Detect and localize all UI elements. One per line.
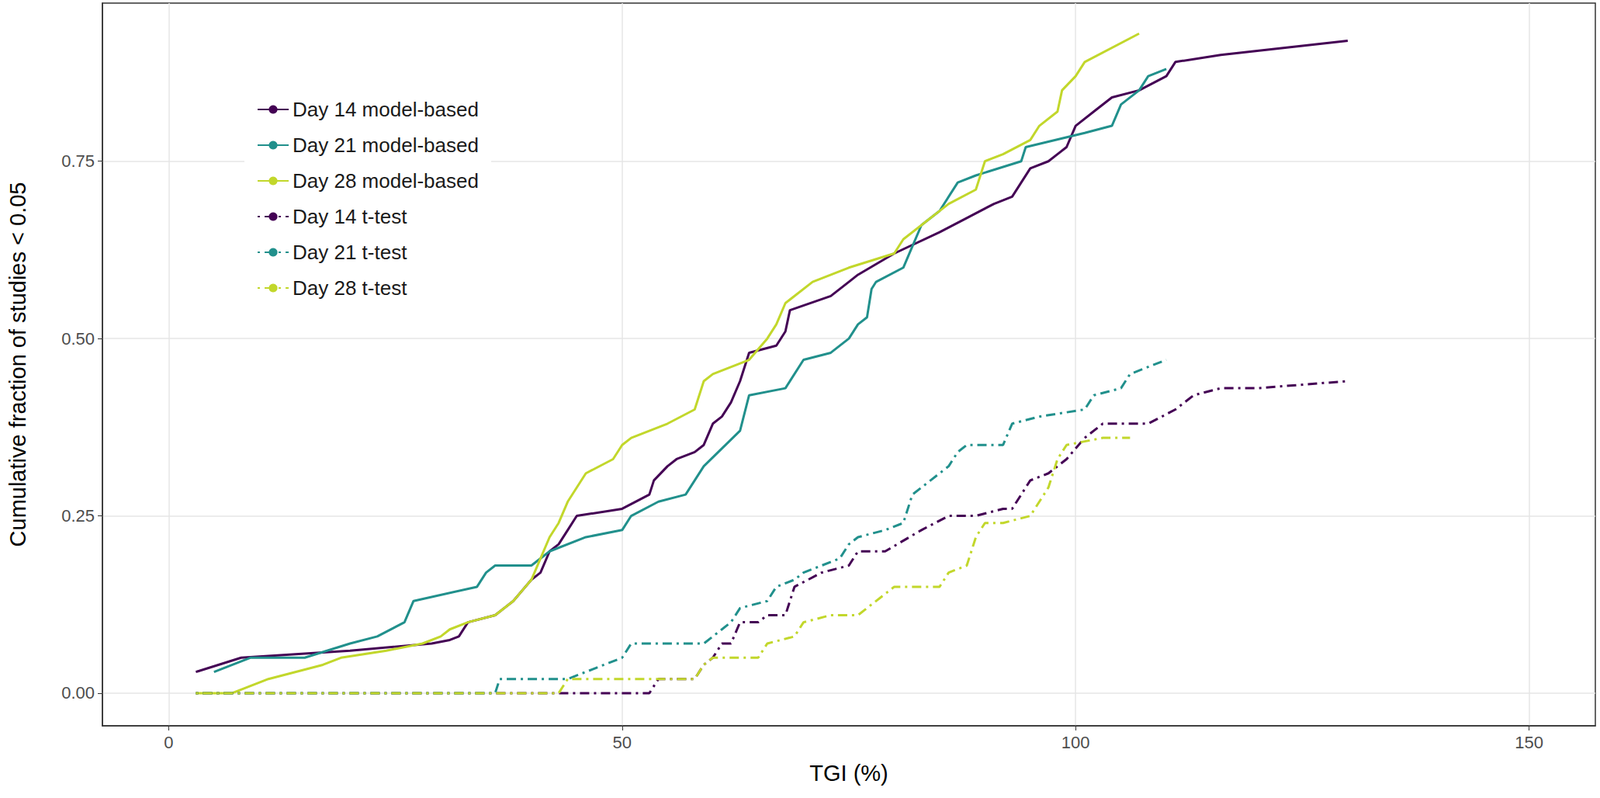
svg-text:0.50: 0.50	[61, 329, 95, 349]
svg-text:Day 28 model-based: Day 28 model-based	[292, 169, 479, 193]
svg-text:50: 50	[612, 732, 632, 752]
svg-text:Day 21 t-test: Day 21 t-test	[292, 240, 408, 264]
svg-text:0: 0	[163, 732, 174, 752]
svg-text:0.25: 0.25	[61, 505, 95, 526]
svg-text:100: 100	[1061, 732, 1091, 752]
svg-text:Day 14 t-test: Day 14 t-test	[292, 204, 408, 229]
svg-text:0.75: 0.75	[61, 151, 95, 171]
svg-text:Day 21 model-based: Day 21 model-based	[292, 133, 479, 157]
svg-text:Day 14 model-based: Day 14 model-based	[292, 97, 479, 122]
svg-text:TGI (%): TGI (%)	[809, 760, 889, 786]
svg-text:Day 28 t-test: Day 28 t-test	[292, 276, 408, 300]
svg-text:Cumulative fraction of studies: Cumulative fraction of studies < 0.05	[5, 182, 31, 548]
svg-text:150: 150	[1514, 732, 1544, 752]
svg-text:0.00: 0.00	[61, 682, 95, 703]
